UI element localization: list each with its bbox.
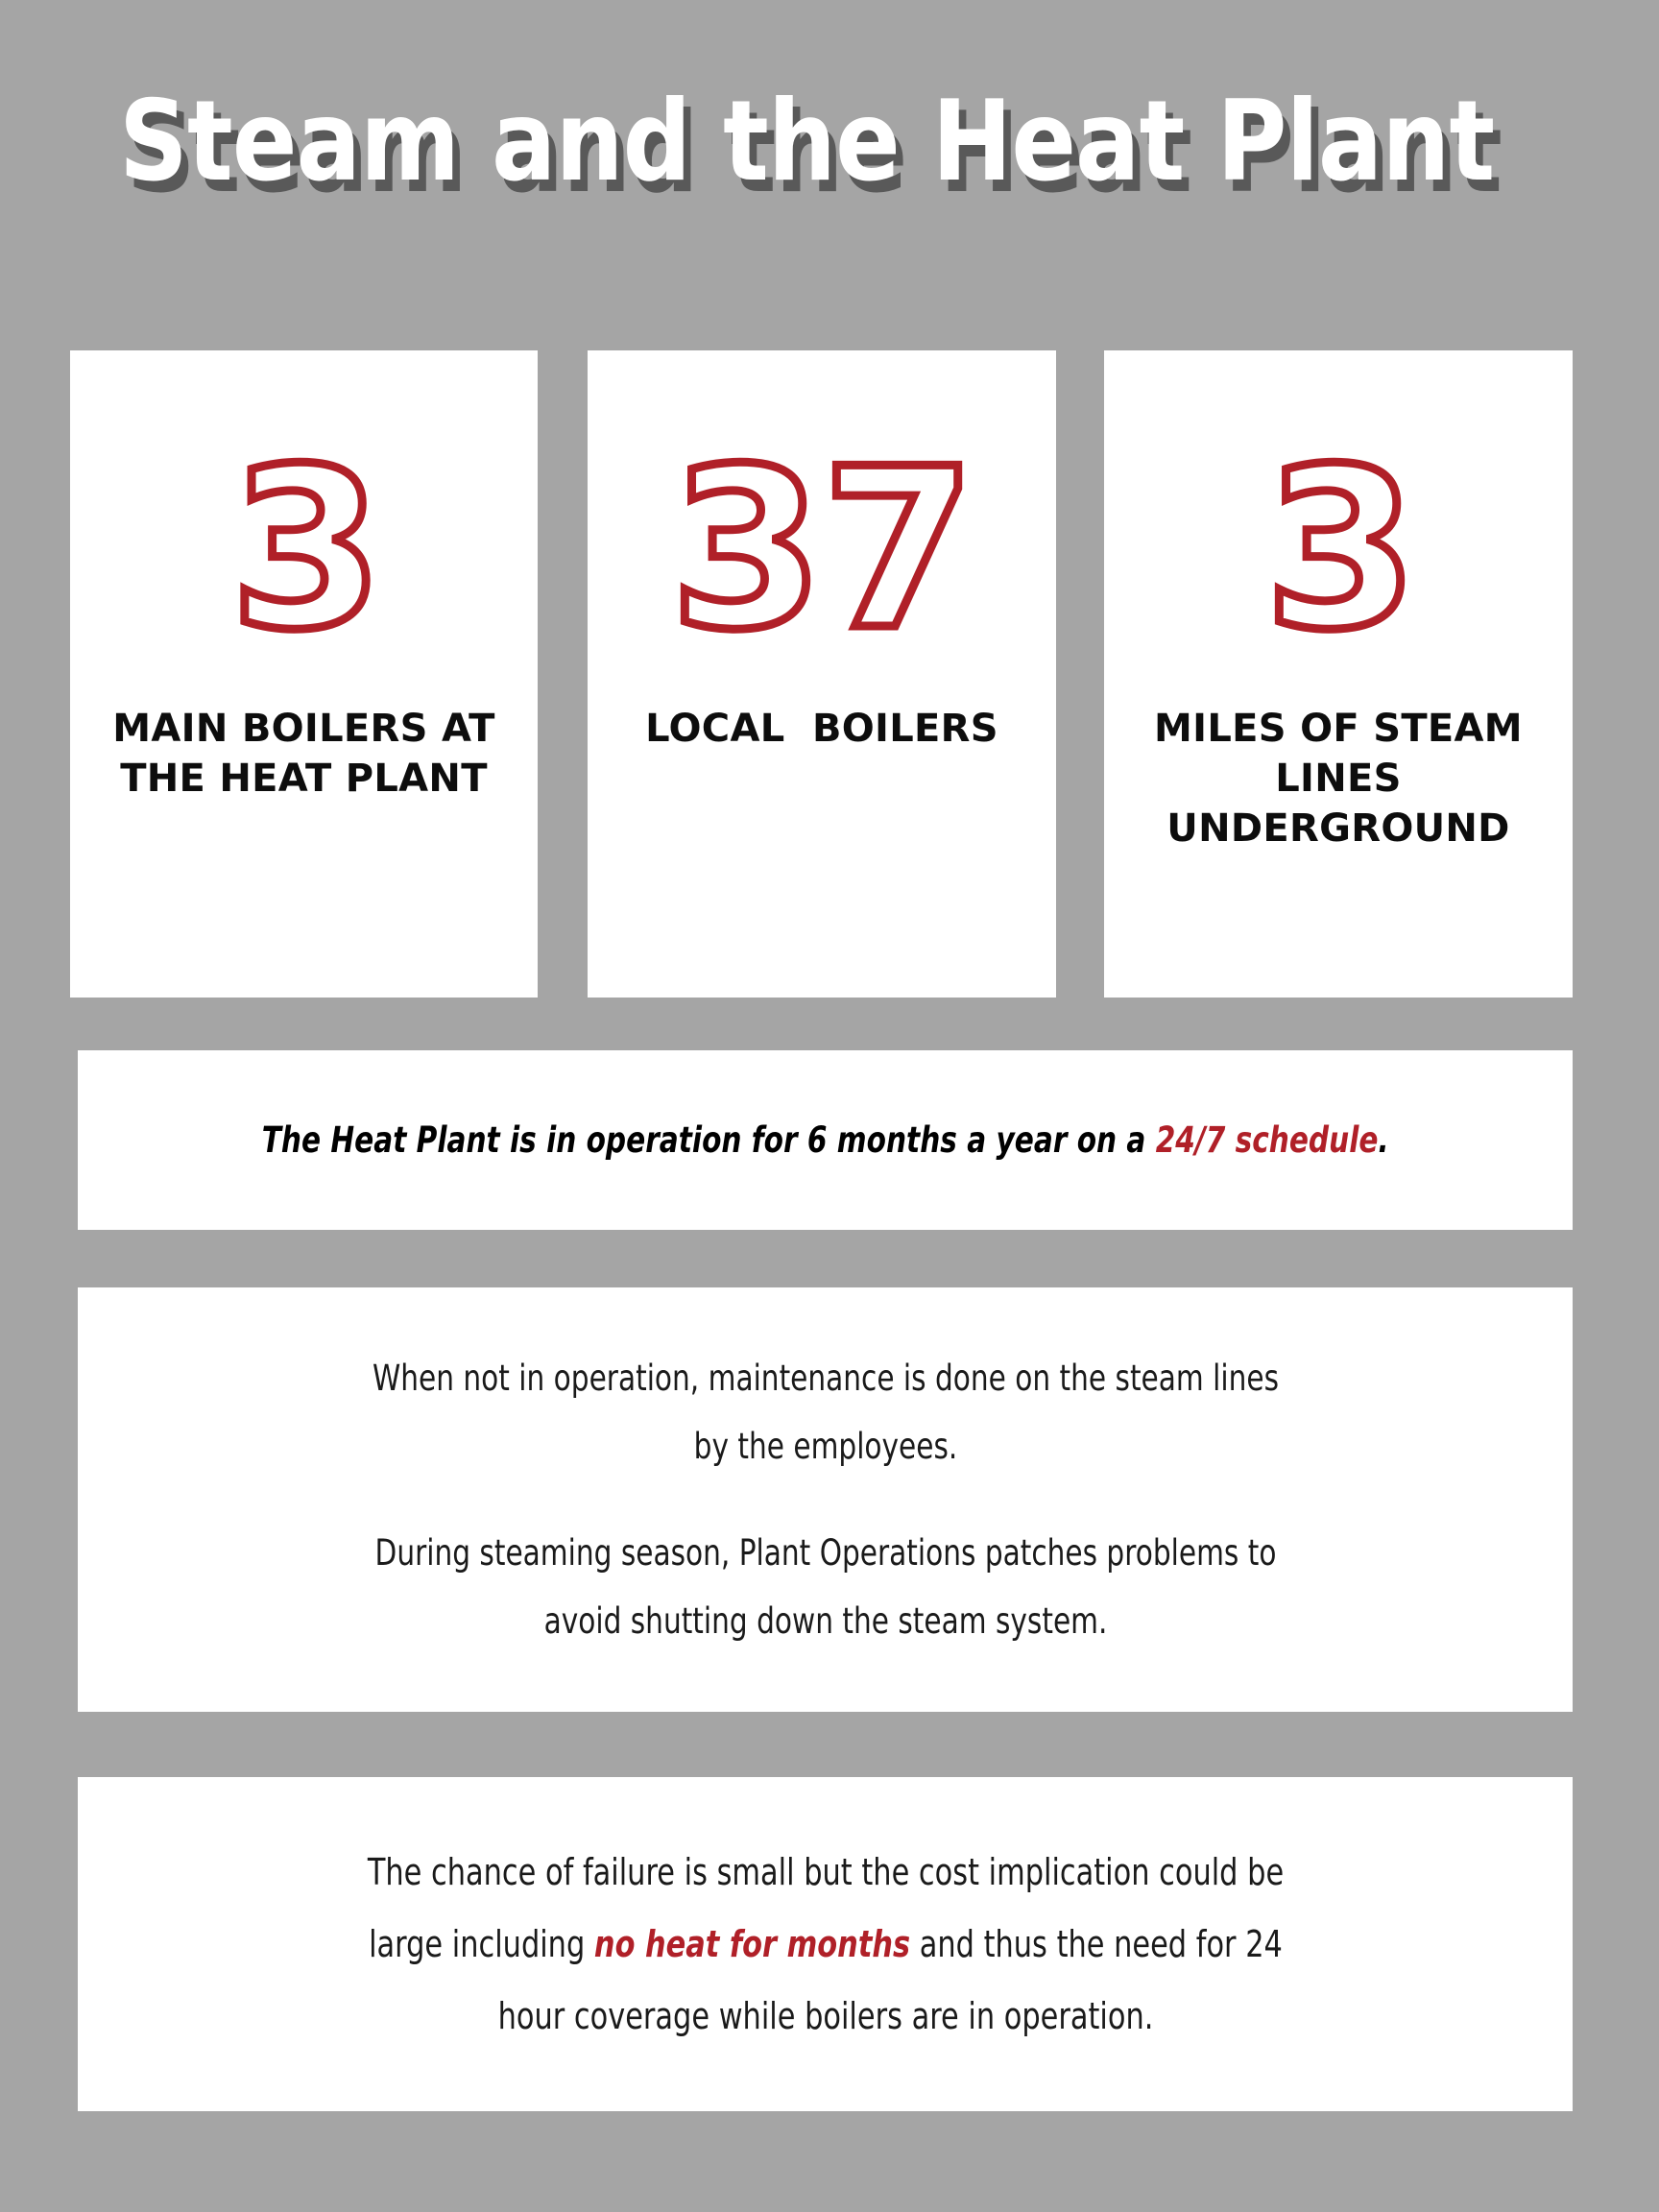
stat-number: 37 bbox=[665, 422, 979, 679]
stat-label: LOCAL BOILERS bbox=[645, 707, 998, 751]
schedule-lead-text: The Heat Plant is in operation for 6 mon… bbox=[261, 1118, 1156, 1161]
risk-highlight-text: no heat for months bbox=[593, 1922, 910, 1965]
schedule-tail-text: . bbox=[1378, 1118, 1389, 1161]
stat-card-main-boilers: 3 MAIN BOILERS AT THE HEAT PLANT bbox=[70, 350, 538, 998]
schedule-statement: The Heat Plant is in operation for 6 mon… bbox=[262, 1118, 1389, 1164]
risk-lead-text: The chance of failure is small but the c… bbox=[367, 1850, 1284, 1965]
stat-card-local-boilers: 37 LOCAL BOILERS bbox=[588, 350, 1056, 998]
maintenance-paragraph-1: When not in operation, maintenance is do… bbox=[372, 1358, 1279, 1467]
maintenance-paragraph-2: During steaming season, Plant Operations… bbox=[374, 1532, 1276, 1642]
stat-number: 3 bbox=[1260, 422, 1422, 679]
stat-label: MAIN BOILERS AT THE HEAT PLANT bbox=[112, 707, 509, 801]
schedule-banner: The Heat Plant is in operation for 6 mon… bbox=[78, 1050, 1573, 1230]
risk-banner: The chance of failure is small but the c… bbox=[78, 1777, 1573, 2111]
risk-statement: The chance of failure is small but the c… bbox=[346, 1837, 1306, 2053]
maintenance-banner: When not in operation, maintenance is do… bbox=[78, 1287, 1573, 1712]
stat-number: 3 bbox=[226, 422, 388, 679]
stat-card-row: 3 MAIN BOILERS AT THE HEAT PLANT 37 LOCA… bbox=[70, 350, 1573, 998]
risk-tail-text: and thus the need for 24 hour coverage w… bbox=[497, 1922, 1283, 2037]
title-area: Steam and the Heat Plant bbox=[0, 75, 1659, 219]
stat-label: MILES OF STEAM LINES UNDERGROUND bbox=[1154, 707, 1537, 851]
schedule-highlight-text: 24/7 schedule bbox=[1155, 1118, 1379, 1161]
stat-card-steam-line-miles: 3 MILES OF STEAM LINES UNDERGROUND bbox=[1104, 350, 1573, 998]
page-title: Steam and the Heat Plant bbox=[119, 77, 1495, 206]
